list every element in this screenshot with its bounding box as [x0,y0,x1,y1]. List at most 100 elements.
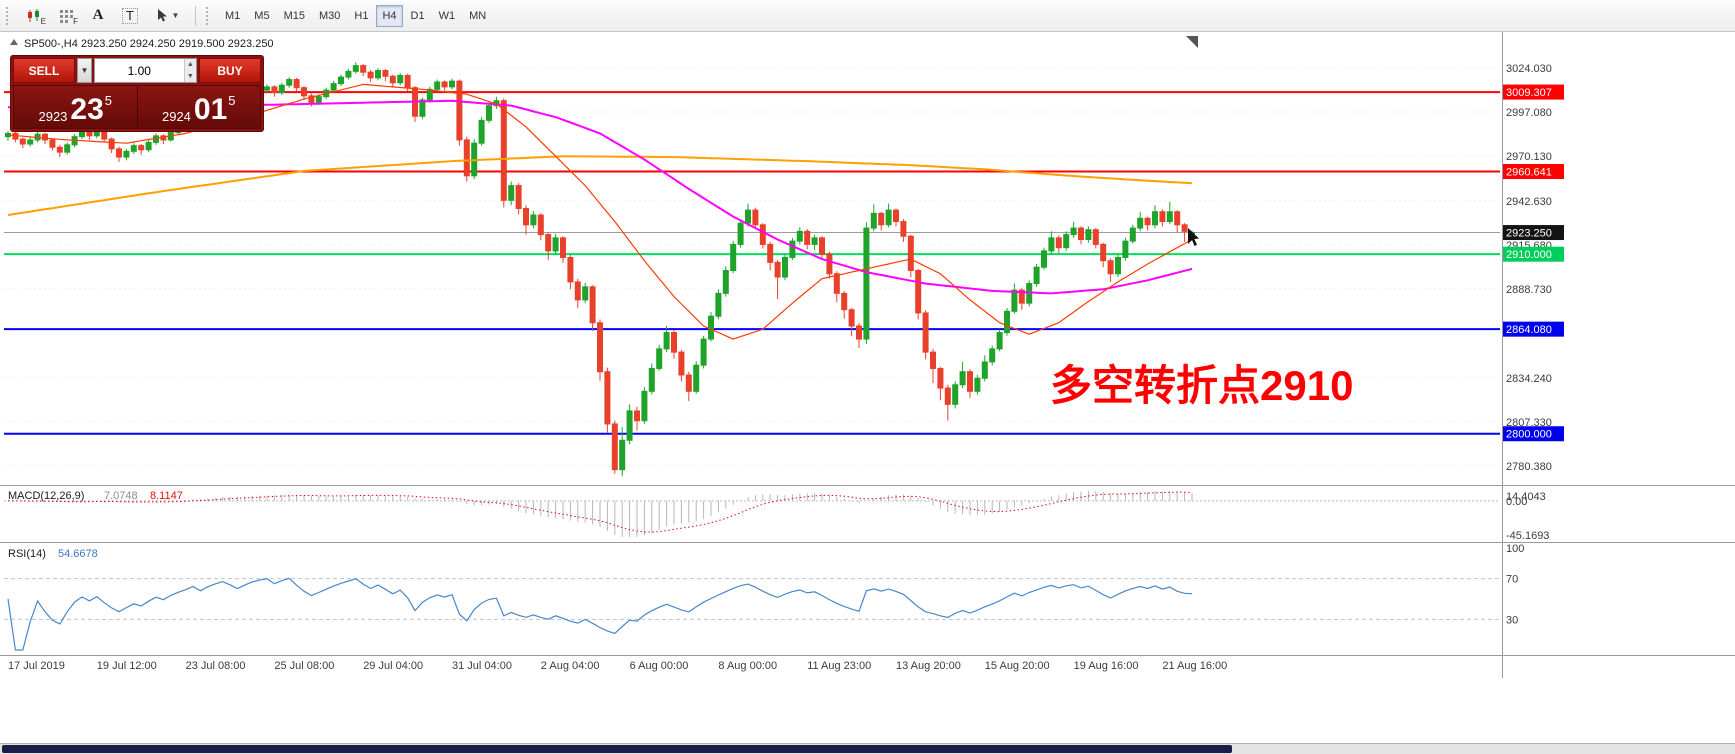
price-axis-label: 2970.130 [1506,151,1552,163]
volume-decrease-button[interactable]: ▼ [184,70,196,82]
date-axis-label: 31 Jul 04:00 [452,660,512,672]
price-axis-label: 2780.380 [1506,461,1552,473]
chart-window: 多空转折点2910 SP500-,H4 2923.250 2924.250 291… [0,32,1735,743]
chart-annotation: 多空转折点2910 [1050,362,1353,409]
volume-input[interactable] [95,59,184,82]
price-axis-label: 2942.630 [1506,196,1552,208]
icon-badge: E [40,16,46,26]
sell-price-sup: 5 [104,93,113,108]
one-click-trading-panel: SELL ▼ ▲ ▼ BUY 2923 23 5 2924 01 [10,55,264,132]
letter-a-icon: A [92,7,104,23]
price-axis-label: 2834.240 [1506,373,1552,385]
caret-down-icon: ▼ [80,66,89,75]
buy-price-display[interactable]: 2924 01 5 [138,86,261,128]
buy-price-sup: 5 [228,93,236,108]
date-axis-label: 11 Aug 23:00 [807,660,871,672]
rsi-label: RSI(14) [8,548,46,560]
caret-down-icon: ▼ [171,11,180,20]
price-axis-label: 2888.730 [1506,284,1552,296]
macd-label: MACD(12,26,9) [8,490,84,502]
date-axis-label: 8 Aug 00:00 [718,660,777,672]
price-axis-label: 3024.030 [1506,63,1552,75]
date-axis-label: 6 Aug 00:00 [630,660,689,672]
chart-type-button[interactable]: E [19,4,49,28]
svg-text:2910.000: 2910.000 [1506,249,1552,261]
tf-button-m30[interactable]: M30 [313,5,346,27]
top-toolbar: E F A T ▼ M1 M5 M15 M30 H1 H4 D1 W1 MN [0,0,1735,32]
drawing-tools-button[interactable]: ▼ [147,4,187,28]
svg-text:0.00: 0.00 [1506,496,1527,508]
tf-button-d1[interactable]: D1 [405,5,431,27]
macd-signal-line [7,491,1193,533]
price-line-label [1503,225,1564,241]
insert-text-button[interactable]: A [83,4,113,28]
sell-price-main: 2923 [38,109,68,124]
grid-settings-button[interactable]: F [51,4,81,28]
svg-text:-45.1693: -45.1693 [1506,530,1549,542]
symbol-marker-icon [10,39,18,45]
price-line-label [1503,246,1564,262]
date-axis-label: 21 Aug 16:00 [1162,660,1227,672]
svg-text:3009.307: 3009.307 [1506,87,1552,99]
svg-text:2923.250: 2923.250 [1506,228,1552,240]
chart-canvas[interactable]: 多空转折点2910 SP500-,H4 2923.250 2924.250 291… [0,32,1735,743]
sell-price-big: 23 [70,93,104,127]
svg-text:70: 70 [1506,574,1518,586]
date-axis-label: 25 Jul 08:00 [274,660,334,672]
date-axis-label: 13 Aug 20:00 [896,660,961,672]
date-axis-label: 17 Jul 2019 [8,660,65,672]
volume-spinner: ▲ ▼ [183,59,196,82]
buy-button[interactable]: BUY [199,58,261,83]
date-axis-label: 23 Jul 08:00 [186,660,246,672]
volume-input-group: ▲ ▼ [94,58,197,83]
svg-text:7.0748: 7.0748 [104,490,138,502]
tf-button-h1[interactable]: H1 [348,5,374,27]
text-label-button[interactable]: T [115,4,145,28]
toolbar-drag-handle[interactable] [6,6,12,25]
mouse-cursor [1188,228,1199,246]
date-axis-label: 19 Jul 12:00 [97,660,157,672]
cursor-arrow-icon [157,9,167,22]
date-axis-label: 19 Aug 16:00 [1074,660,1139,672]
tf-button-m15[interactable]: M15 [278,5,311,27]
grid-icon [60,9,73,23]
svg-text:100: 100 [1506,543,1524,555]
svg-text:30: 30 [1506,614,1518,626]
tf-button-m5[interactable]: M5 [248,5,275,27]
svg-text:2864.080: 2864.080 [1506,324,1552,336]
price-line-label [1503,84,1564,100]
svg-text:14.4043: 14.4043 [1506,491,1546,503]
chart-shift-marker [1186,36,1198,48]
toolbar-drag-handle[interactable] [206,6,212,25]
buy-price-main: 2924 [161,109,191,124]
buy-price-big: 01 [193,93,228,127]
ohlc-header: SP500-,H4 2923.250 2924.250 2919.500 292… [24,38,274,50]
tf-button-m1[interactable]: M1 [219,5,246,27]
sell-price-display[interactable]: 2923 23 5 [14,86,137,128]
toolbar-separator [195,5,196,26]
svg-text:2960.641: 2960.641 [1506,167,1552,179]
tf-button-mn[interactable]: MN [463,5,492,27]
price-line-label [1503,426,1564,442]
volume-increase-button[interactable]: ▲ [184,59,196,71]
svg-text:2800.000: 2800.000 [1506,429,1552,441]
price-line-label [1503,321,1564,337]
icon-badge: F [73,16,78,26]
sell-button[interactable]: SELL [13,58,75,83]
svg-text:54.6678: 54.6678 [58,548,98,560]
letter-t-icon: T [122,7,138,24]
price-axis-label: 2997.080 [1506,107,1552,119]
tf-button-w1[interactable]: W1 [433,5,462,27]
date-axis-label: 15 Aug 20:00 [985,660,1050,672]
scrollbar-thumb[interactable] [2,745,1232,753]
candlestick-chart-icon [28,8,39,22]
moving-average-line [7,155,1193,216]
price-line-label [1503,164,1564,180]
price-axis-label: 2807.330 [1506,417,1552,429]
date-axis-label: 2 Aug 04:00 [541,660,600,672]
order-type-dropdown[interactable]: ▼ [77,58,92,83]
date-axis-label: 29 Jul 04:00 [363,660,423,672]
horizontal-scrollbar[interactable] [0,743,1735,754]
svg-text:8.1147: 8.1147 [150,490,183,502]
tf-button-h4[interactable]: H4 [376,4,403,27]
